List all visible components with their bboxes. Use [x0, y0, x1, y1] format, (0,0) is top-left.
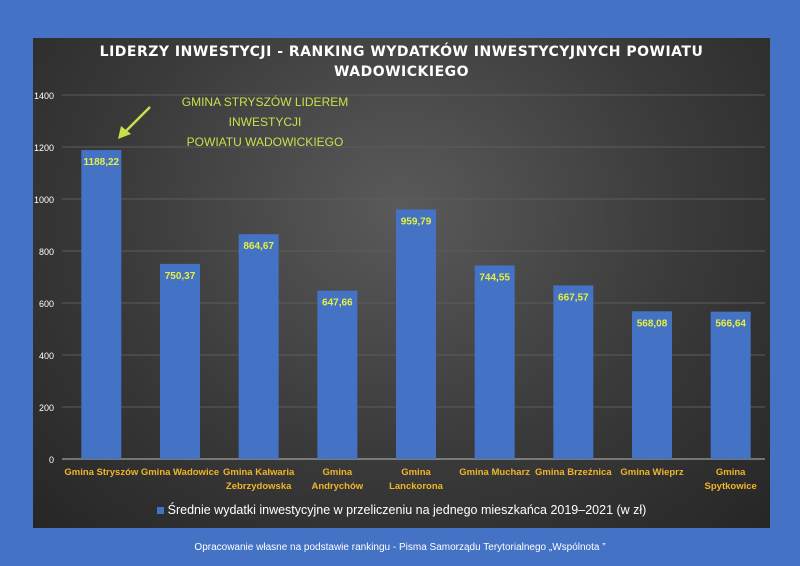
x-tick-label: Zebrzydowska — [226, 481, 292, 492]
data-label: 1188,22 — [84, 157, 120, 168]
y-tick-label: 1000 — [34, 195, 54, 205]
x-tick-label: Gmina — [716, 467, 746, 478]
annotation-line-1: GMINA STRYSZÓW LIDEREM INWESTYCJI — [181, 95, 349, 129]
footer-source: Opracowanie własne na podstawie rankingu… — [194, 542, 606, 553]
bar — [160, 263, 200, 459]
y-tick-label: 200 — [39, 403, 54, 413]
x-tick-label: Gmina Stryszów — [64, 467, 139, 478]
annotation-arrow — [123, 106, 151, 134]
bar — [238, 234, 279, 459]
title-line-1: LIDERZY INWESTYCJI - RANKING WYDATKÓW IN… — [99, 44, 704, 60]
bar — [710, 311, 751, 459]
y-tick-label: 1200 — [34, 143, 54, 153]
x-tick-label: Gmina — [323, 467, 353, 478]
y-tick-label: 800 — [39, 247, 54, 257]
x-tick-label: Gmina Brzeźnica — [535, 467, 612, 478]
x-tick-label: Gmina Kalwaria — [223, 467, 295, 478]
data-label: 744,55 — [479, 272, 510, 283]
data-label: 568,08 — [637, 318, 668, 329]
legend-label: Średnie wydatki inwestycyjne w przelicze… — [167, 503, 647, 517]
data-label: 566,64 — [715, 319, 746, 330]
bar — [553, 285, 594, 459]
y-tick-label: 0 — [49, 455, 54, 465]
arrow-head-icon — [118, 126, 131, 139]
chart-title: LIDERZY INWESTYCJI - RANKING WYDATKÓW IN… — [33, 42, 770, 82]
bar — [317, 290, 358, 459]
legend-swatch — [156, 507, 164, 515]
x-tick-label: Andrychów — [311, 481, 363, 492]
x-tick-label: Gmina Wadowice — [141, 467, 219, 478]
data-label: 647,66 — [322, 298, 353, 309]
y-tick-label: 1400 — [34, 91, 54, 101]
x-tick-label: Gmina Wieprz — [620, 467, 684, 478]
y-tick-label: 400 — [39, 351, 54, 361]
data-label: 750,37 — [165, 271, 196, 282]
data-label: 959,79 — [401, 216, 432, 227]
x-tick-label: Spytkowice — [705, 481, 757, 492]
legend: Średnie wydatki inwestycyjne w przelicze… — [33, 503, 770, 517]
x-tick-label: Lanckorona — [389, 481, 444, 492]
y-tick-label: 600 — [39, 299, 54, 309]
bar — [81, 150, 122, 459]
annotation: GMINA STRYSZÓW LIDEREM INWESTYCJI POWIAT… — [150, 92, 380, 152]
annotation-line-2: POWIATU WADOWICKIEGO — [186, 135, 344, 149]
bar — [396, 209, 436, 459]
title-line-2: WADOWICKIEGO — [333, 64, 470, 80]
data-label: 864,67 — [243, 241, 274, 252]
bar — [474, 265, 515, 459]
bar — [632, 311, 672, 459]
x-tick-label: Gmina Mucharz — [459, 467, 530, 478]
x-tick-label: Gmina — [401, 467, 431, 478]
data-label: 667,57 — [558, 292, 589, 303]
